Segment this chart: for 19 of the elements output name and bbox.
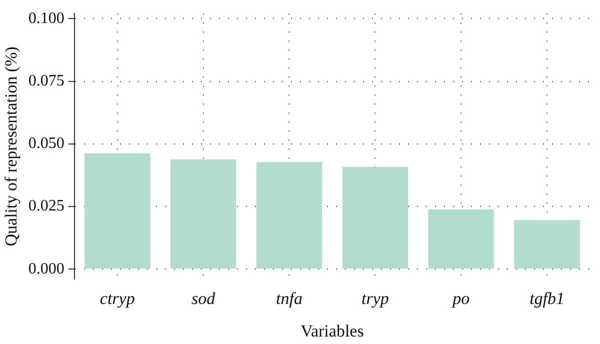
y-tick-label: 0.000 bbox=[28, 260, 64, 278]
x-tick-label: tryp bbox=[361, 288, 389, 308]
x-axis-title: Variables bbox=[300, 321, 364, 340]
x-tick-label: tgfb1 bbox=[530, 288, 565, 308]
bar bbox=[428, 210, 494, 269]
x-tick-label: tnfa bbox=[276, 288, 302, 308]
bar bbox=[514, 220, 580, 269]
y-tick-label: 0.100 bbox=[28, 10, 64, 27]
bar bbox=[170, 159, 236, 269]
y-tick-label: 0.075 bbox=[28, 72, 64, 90]
y-tick-label: 0.050 bbox=[28, 135, 64, 152]
x-tick-label: sod bbox=[191, 288, 216, 308]
bar bbox=[256, 162, 322, 269]
bar bbox=[84, 153, 150, 269]
y-tick-label: 0.025 bbox=[28, 198, 64, 215]
x-tick-label: po bbox=[452, 288, 470, 308]
y-axis-title: Quality of representation (%) bbox=[2, 46, 21, 246]
x-tick-label: ctryp bbox=[100, 288, 135, 308]
bar bbox=[342, 166, 408, 269]
